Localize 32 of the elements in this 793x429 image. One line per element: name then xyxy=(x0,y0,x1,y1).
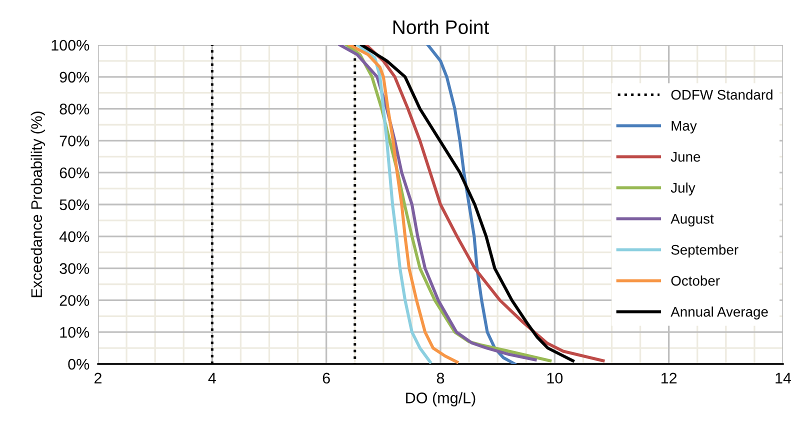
legend-label: October xyxy=(671,276,720,286)
legend-label: ODFW Standard xyxy=(671,90,772,100)
y-tick-label: 50% xyxy=(60,199,90,210)
y-tick-label: 90% xyxy=(60,72,90,83)
y-tick-label: 70% xyxy=(60,136,90,146)
y-tick-label: 30% xyxy=(60,263,90,274)
legend-label: July xyxy=(670,182,696,196)
y-tick-label: 40% xyxy=(59,231,90,242)
line-series xyxy=(348,45,459,364)
legend-label: Annual Average xyxy=(670,306,768,320)
legend-label: September xyxy=(671,244,738,258)
x-tick-label: 8 xyxy=(436,372,444,384)
line-series xyxy=(356,45,432,364)
y-tick-label: 80% xyxy=(60,104,90,114)
y-tick-label: 100% xyxy=(52,40,90,51)
y-axis-title: Exceedance Probability (%) xyxy=(30,112,46,298)
y-tick-label: 10% xyxy=(60,326,90,338)
x-tick-label: 12 xyxy=(662,372,677,384)
legend-label: June xyxy=(670,152,700,162)
x-tick-label: 6 xyxy=(322,372,330,384)
legend-label: August xyxy=(670,214,714,226)
chart-title: North Point xyxy=(393,20,489,34)
x-tick-label: 4 xyxy=(208,372,216,384)
y-tick-label: 0% xyxy=(68,358,90,370)
legend-label: May xyxy=(672,121,697,134)
y-tick-label: 20% xyxy=(60,295,90,306)
x-axis-title: DO (mg/L) xyxy=(406,392,476,406)
x-tick-label: 14 xyxy=(776,372,792,384)
y-tick-label: 60% xyxy=(60,167,90,178)
line-series xyxy=(426,45,516,364)
x-tick-label: 10 xyxy=(547,372,563,384)
x-tick-label: 2 xyxy=(94,372,102,384)
